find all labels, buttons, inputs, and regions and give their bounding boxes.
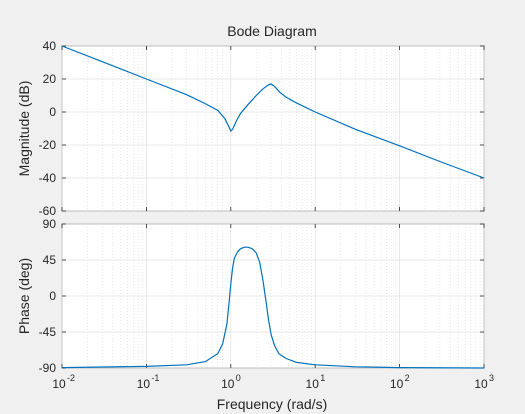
x-tick-label-base: 10 — [474, 377, 488, 391]
x-tick-label-exponent: 3 — [489, 373, 494, 383]
phase-y-tick-label: 0 — [49, 289, 56, 303]
x-tick-label: 10 -2 — [52, 373, 75, 391]
phase-y-tick-label: -90 — [39, 361, 57, 375]
x-tick-label-exponent: 2 — [405, 373, 410, 383]
phase-y-tick-label: 45 — [43, 253, 57, 267]
x-tick-label-exponent: 1 — [320, 373, 325, 383]
x-tick-label-exponent: -1 — [151, 373, 159, 383]
phase-plot: -90 -45 0 45 90 Phase (deg) — [16, 217, 485, 375]
magnitude-y-tick-label: 40 — [43, 39, 57, 53]
chart-title: Bode Diagram — [227, 23, 317, 39]
phase-y-tick-label: -45 — [39, 325, 57, 339]
magnitude-y-tick-label: -40 — [39, 171, 57, 185]
x-tick-label: 10 3 — [474, 373, 494, 391]
phase-grid — [61, 223, 485, 369]
x-tick-label-base: 10 — [137, 377, 151, 391]
x-tick-label: 10 1 — [306, 373, 326, 391]
magnitude-y-tick-label: 0 — [49, 105, 56, 119]
x-tick-label-base: 10 — [390, 377, 404, 391]
magnitude-y-axis-label: Magnitude (dB) — [16, 81, 32, 177]
x-tick-label: 10 0 — [221, 373, 241, 391]
x-tick-label: 10 2 — [390, 373, 410, 391]
x-tick-label-base: 10 — [306, 377, 320, 391]
x-axis-label: Frequency (rad/s) — [217, 396, 327, 412]
magnitude-ticks: -60 -40 -20 0 20 40 — [39, 39, 485, 218]
phase-series-line — [61, 246, 485, 369]
magnitude-plot: -60 -40 -20 0 20 40 Magnitude (dB) — [16, 39, 485, 218]
magnitude-y-tick-label: -60 — [39, 204, 57, 218]
x-tick-label: 10 -1 — [137, 373, 160, 391]
x-tick-label-base: 10 — [52, 377, 66, 391]
x-tick-label-exponent: -2 — [67, 373, 75, 383]
x-tick-labels: 10 -2 10 -1 10 0 10 1 10 2 10 3 — [52, 373, 494, 391]
magnitude-y-tick-label: -20 — [39, 138, 57, 152]
magnitude-grid — [61, 45, 485, 212]
x-tick-label-base: 10 — [221, 377, 235, 391]
magnitude-y-tick-label: 20 — [43, 72, 57, 86]
phase-y-tick-label: 90 — [43, 217, 57, 231]
phase-y-axis-label: Phase (deg) — [16, 258, 32, 334]
x-tick-label-exponent: 0 — [236, 373, 241, 383]
magnitude-series-line — [61, 45, 485, 179]
phase-ticks: -90 -45 0 45 90 — [39, 217, 485, 375]
